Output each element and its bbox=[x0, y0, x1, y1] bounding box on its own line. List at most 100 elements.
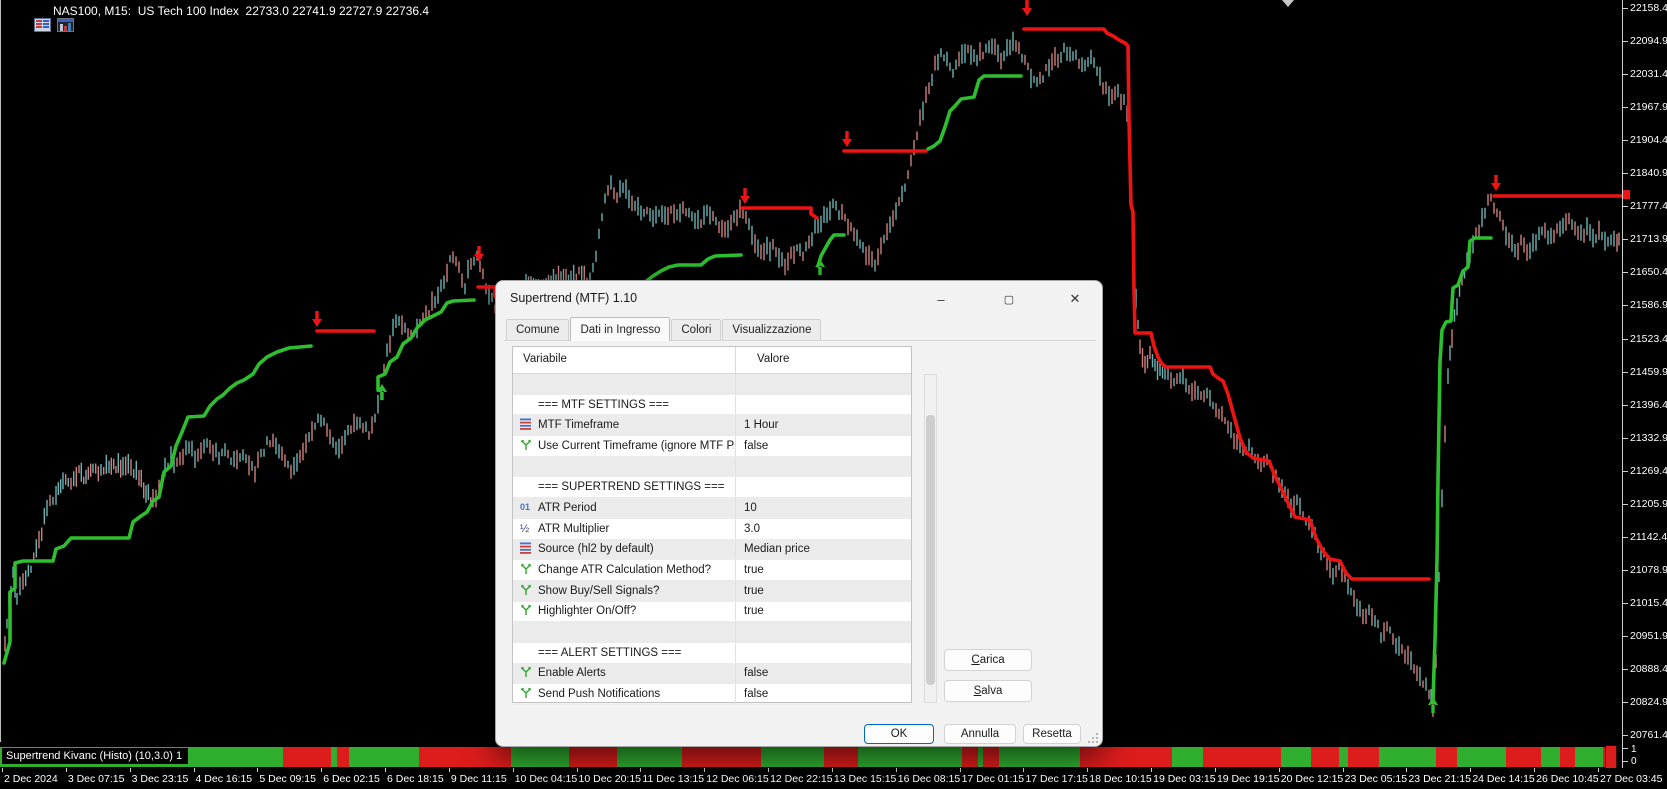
param-row[interactable] bbox=[513, 456, 911, 478]
time-axis-tick bbox=[640, 768, 642, 772]
param-row[interactable] bbox=[513, 374, 911, 395]
time-axis-tick bbox=[704, 768, 706, 772]
svg-text:½: ½ bbox=[520, 523, 529, 534]
param-row[interactable] bbox=[513, 622, 911, 643]
minimize-button[interactable]: – bbox=[937, 291, 945, 307]
histogram-red-segment bbox=[419, 747, 511, 767]
scrollbar-thumb[interactable] bbox=[926, 415, 935, 685]
param-name-cell: Use Current Timeframe (ignore MTF P... bbox=[513, 438, 734, 454]
time-axis-tick bbox=[257, 768, 259, 772]
symbol-title-text: NAS100, M15: US Tech 100 Index 22733.0 2… bbox=[53, 4, 430, 18]
param-value-cell[interactable]: false bbox=[744, 688, 769, 701]
time-axis-label: 4 Dec 16:15 bbox=[195, 773, 253, 785]
param-value-cell[interactable]: true bbox=[744, 584, 764, 597]
histogram-red-segment bbox=[1348, 747, 1379, 767]
price-axis-label: 21332.9 bbox=[1630, 431, 1667, 444]
param-row[interactable]: Send Push Notifications false bbox=[513, 684, 911, 705]
row-column-divider bbox=[735, 456, 736, 477]
resetta-button[interactable]: Resetta bbox=[1023, 724, 1081, 744]
table-scrollbar[interactable] bbox=[924, 374, 937, 703]
supertrend-line-red bbox=[740, 206, 819, 220]
annulla-button[interactable]: Annulla bbox=[944, 724, 1016, 744]
row-column-divider bbox=[735, 518, 736, 539]
param-name-label: MTF Timeframe bbox=[538, 419, 620, 432]
param-name-label: ATR Period bbox=[538, 501, 597, 514]
price-axis-label: 20951.9 bbox=[1630, 629, 1667, 642]
tab-visualizzazione[interactable]: Visualizzazione bbox=[722, 319, 822, 340]
param-row[interactable]: Enable Alerts false bbox=[513, 663, 911, 685]
param-row[interactable]: Use Current Timeframe (ignore MTF P... fa… bbox=[513, 436, 911, 457]
tab-comune[interactable]: Comune bbox=[506, 319, 570, 340]
price-axis-label: 20824.9 bbox=[1630, 696, 1667, 709]
param-row[interactable]: 01 ATR Period 10 bbox=[513, 498, 911, 519]
row-column-divider bbox=[735, 684, 736, 704]
close-button[interactable]: ✕ bbox=[1069, 291, 1081, 306]
tab-colori[interactable]: Colori bbox=[671, 319, 722, 340]
blank-icon bbox=[519, 479, 533, 495]
param-value-cell[interactable]: 10 bbox=[744, 501, 757, 514]
time-axis-label: 6 Dec 02:15 bbox=[323, 773, 380, 785]
row-column-divider bbox=[735, 436, 736, 456]
maximize-button[interactable]: ▢ bbox=[1003, 293, 1015, 306]
row-column-divider bbox=[735, 539, 736, 560]
histogram-current-marker bbox=[1605, 745, 1617, 769]
param-value-cell[interactable]: true bbox=[744, 564, 764, 577]
param-row[interactable]: Source (hl2 by default) Median price bbox=[513, 539, 911, 561]
param-value-cell[interactable]: 3.0 bbox=[744, 522, 760, 535]
resize-grip[interactable] bbox=[1086, 731, 1098, 743]
time-axis-label: 16 Dec 08:15 bbox=[897, 773, 961, 785]
price-axis-tick bbox=[1623, 569, 1628, 571]
param-row[interactable]: === SUPERTREND SETTINGS === bbox=[513, 477, 911, 499]
param-name-cell bbox=[513, 459, 734, 475]
time-axis-label: 5 Dec 09:15 bbox=[259, 773, 316, 785]
histogram-scale-tick-bottom bbox=[1622, 761, 1628, 762]
price-axis-tick bbox=[1623, 371, 1628, 373]
price-axis[interactable]: 22158.4 22094.9 22031.4 21967.9 21904.4 21840… bbox=[1622, 0, 1667, 742]
table-body: === MTF SETTINGS === MTF Timeframe 1 Hour U… bbox=[513, 374, 911, 705]
blank-icon bbox=[519, 645, 533, 661]
param-row[interactable]: Highlighter On/Off? true bbox=[513, 601, 911, 623]
param-row[interactable]: === ALERT SETTINGS === bbox=[513, 642, 911, 664]
row-column-divider bbox=[735, 477, 736, 498]
fork-icon bbox=[519, 583, 533, 599]
param-row[interactable]: Show Buy/Sell Signals? true bbox=[513, 580, 911, 602]
time-axis-tick bbox=[512, 768, 514, 772]
param-value-cell[interactable]: false bbox=[744, 667, 769, 680]
dialog-titlebar[interactable]: Supertrend (MTF) 1.10 – ▢ ✕ bbox=[496, 281, 1102, 317]
price-axis-label: 20888.4 bbox=[1630, 663, 1667, 675]
price-axis-label: 22158.4 bbox=[1630, 2, 1667, 14]
sell-arrow-marker bbox=[474, 246, 484, 262]
time-axis-label: 20 Dec 12:15 bbox=[1280, 773, 1344, 785]
param-row[interactable]: === MTF SETTINGS === bbox=[513, 394, 911, 416]
param-row[interactable]: Change ATR Calculation Method? true bbox=[513, 560, 911, 581]
int-icon: 01 bbox=[519, 500, 533, 516]
price-axis-tick bbox=[1623, 470, 1628, 472]
price-axis-tick bbox=[1623, 173, 1628, 175]
time-axis-tick bbox=[2, 768, 3, 772]
param-value-cell[interactable]: 1 Hour bbox=[744, 419, 779, 432]
column-divider[interactable] bbox=[735, 347, 736, 373]
param-value-cell[interactable]: Median price bbox=[744, 543, 810, 556]
row-column-divider bbox=[735, 498, 736, 518]
histogram-red-segment bbox=[1506, 747, 1541, 767]
list-icon bbox=[519, 417, 533, 433]
param-row[interactable]: ½ ATR Multiplier 3.0 bbox=[513, 518, 911, 540]
price-axis-tick bbox=[1623, 437, 1628, 439]
tab-dati-in-ingresso[interactable]: Dati in Ingresso bbox=[570, 317, 671, 341]
sell-arrow-marker bbox=[312, 311, 322, 327]
param-name-label: Source (hl2 by default) bbox=[538, 543, 654, 556]
param-value-cell[interactable]: true bbox=[744, 605, 764, 618]
param-name-label: === ALERT SETTINGS === bbox=[538, 646, 682, 659]
ok-button[interactable]: OK bbox=[864, 724, 934, 744]
param-name-label: Send Push Notifications bbox=[538, 688, 661, 701]
time-axis-tick bbox=[1534, 768, 1536, 772]
param-value-cell[interactable]: false bbox=[744, 439, 769, 452]
frac-icon: ½ bbox=[519, 521, 533, 537]
param-row[interactable]: MTF Timeframe 1 Hour bbox=[513, 415, 911, 437]
histogram-red-segment bbox=[1560, 747, 1575, 767]
table-header: Variabile Valore bbox=[513, 347, 911, 374]
fork-icon bbox=[519, 686, 533, 702]
time-axis[interactable]: 2 Dec 2024 3 Dec 07:15 3 Dec 23:15 4 Dec 16… bbox=[0, 768, 1667, 789]
